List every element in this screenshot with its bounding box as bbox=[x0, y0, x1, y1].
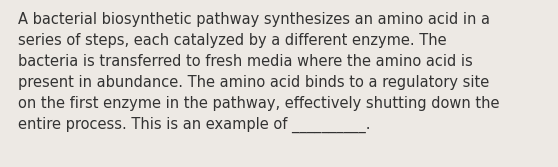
Text: present in abundance. The amino acid binds to a regulatory site: present in abundance. The amino acid bin… bbox=[18, 75, 489, 90]
Text: bacteria is transferred to fresh media where the amino acid is: bacteria is transferred to fresh media w… bbox=[18, 54, 473, 69]
Text: entire process. This is an example of __________.: entire process. This is an example of __… bbox=[18, 117, 371, 133]
Text: A bacterial biosynthetic pathway synthesizes an amino acid in a: A bacterial biosynthetic pathway synthes… bbox=[18, 12, 490, 27]
Text: series of steps, each catalyzed by a different enzyme. The: series of steps, each catalyzed by a dif… bbox=[18, 33, 446, 48]
Text: on the first enzyme in the pathway, effectively shutting down the: on the first enzyme in the pathway, effe… bbox=[18, 96, 499, 111]
